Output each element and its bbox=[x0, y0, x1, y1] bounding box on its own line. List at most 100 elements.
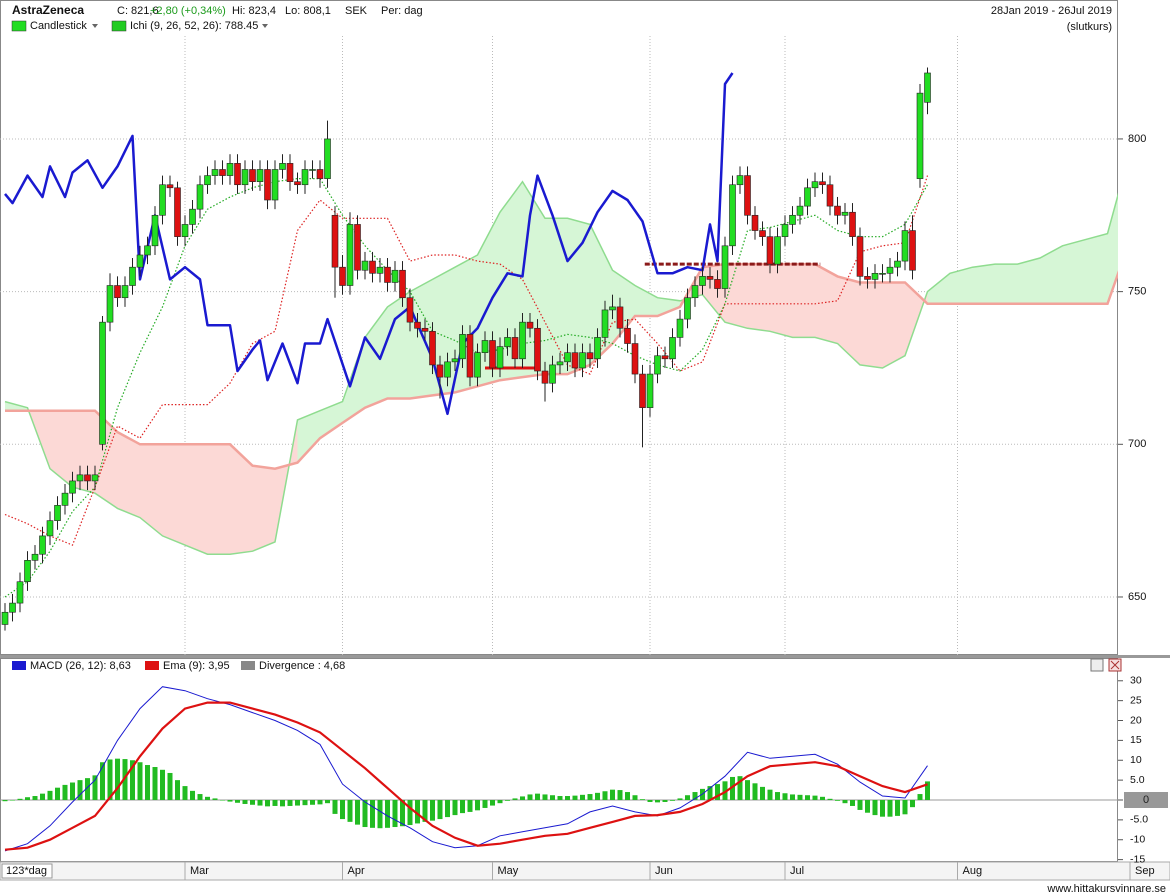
cloud-segment bbox=[905, 282, 928, 356]
candle-body bbox=[646, 373, 654, 408]
legend-label[interactable]: Candlestick bbox=[30, 20, 87, 32]
candle-body bbox=[181, 224, 189, 237]
candle-body bbox=[61, 492, 69, 506]
info-currency: SEK bbox=[345, 5, 368, 17]
candle-body bbox=[616, 306, 624, 329]
histogram-bar bbox=[2, 800, 8, 802]
candle-body bbox=[759, 230, 766, 237]
x-tick-label: Mar bbox=[190, 865, 209, 877]
histogram-bar bbox=[205, 796, 211, 800]
candle-body bbox=[121, 285, 129, 299]
histogram-bar bbox=[812, 795, 818, 800]
histogram-bar bbox=[355, 800, 361, 825]
legend-swatch[interactable] bbox=[111, 20, 127, 32]
histogram-bar bbox=[190, 790, 196, 800]
candle-body bbox=[811, 181, 819, 189]
x-tick-label: Jul bbox=[790, 865, 804, 877]
macd-plot bbox=[0, 686, 1118, 852]
candle-body bbox=[384, 266, 391, 283]
candle-body bbox=[834, 205, 841, 216]
period-label[interactable]: 123*dag bbox=[6, 865, 47, 877]
histogram-bar bbox=[752, 783, 758, 800]
histogram-bar bbox=[520, 796, 526, 800]
legend-label: MACD (26, 12): 8,63 bbox=[30, 660, 131, 672]
cloud-segment bbox=[1107, 195, 1118, 304]
x-tick-label: Sep bbox=[1135, 865, 1155, 877]
histogram-bar bbox=[370, 800, 376, 828]
histogram-bar bbox=[910, 800, 916, 808]
cloud-segment bbox=[500, 181, 523, 381]
candle-body bbox=[241, 169, 249, 186]
candle-body bbox=[249, 169, 256, 182]
candle-body bbox=[414, 321, 421, 329]
settings-button[interactable] bbox=[1090, 658, 1104, 672]
x-tick-label: Apr bbox=[348, 865, 365, 877]
cloud-segment bbox=[207, 444, 230, 555]
candle-body bbox=[699, 276, 706, 286]
histogram-bar bbox=[497, 800, 503, 804]
candle-body bbox=[564, 352, 571, 363]
candle-body bbox=[886, 266, 894, 274]
candle-body bbox=[391, 269, 399, 283]
candle-body bbox=[504, 337, 511, 347]
histogram-bar bbox=[310, 800, 316, 805]
histogram-bar bbox=[565, 796, 571, 800]
candle-body bbox=[819, 181, 826, 186]
histogram-bar bbox=[610, 789, 616, 800]
tenkan-line bbox=[4, 178, 929, 598]
dropdown-arrow[interactable] bbox=[262, 24, 268, 28]
candle-body bbox=[369, 260, 376, 274]
candle-body bbox=[594, 337, 601, 360]
histogram-bar bbox=[295, 800, 301, 806]
legend-swatch[interactable] bbox=[11, 20, 27, 32]
candle-body bbox=[106, 285, 114, 323]
candle-body bbox=[489, 340, 496, 369]
candle-body bbox=[226, 163, 234, 176]
cloud-segment bbox=[950, 267, 973, 304]
candle-body bbox=[429, 331, 436, 366]
histogram-bar bbox=[730, 776, 736, 800]
candle-body bbox=[9, 602, 16, 613]
cloud-segment bbox=[140, 444, 163, 536]
histogram-bar bbox=[722, 781, 728, 800]
candle-body bbox=[879, 272, 886, 275]
period-box[interactable] bbox=[1, 863, 53, 879]
histogram-bar bbox=[602, 791, 608, 800]
legend-label[interactable]: Ichi (9, 26, 52, 26): 788.45 bbox=[130, 20, 258, 32]
candle-body bbox=[234, 163, 241, 186]
candle-body bbox=[69, 480, 76, 494]
candle-body bbox=[894, 260, 901, 268]
histogram-bar bbox=[385, 800, 391, 828]
histogram-bar bbox=[647, 800, 653, 802]
candle-body bbox=[1, 611, 9, 625]
candle-body bbox=[309, 169, 316, 171]
histogram-bar bbox=[70, 782, 76, 800]
candle-body bbox=[16, 581, 24, 604]
candle-body bbox=[84, 474, 91, 482]
histogram-bar bbox=[107, 759, 113, 800]
candle-body bbox=[511, 337, 519, 360]
histogram-bar bbox=[77, 780, 83, 800]
candle-body bbox=[91, 474, 99, 482]
cloud-segment bbox=[432, 267, 455, 396]
histogram-bar bbox=[137, 762, 143, 800]
histogram-bar bbox=[887, 800, 893, 817]
candle-body bbox=[376, 266, 384, 274]
candle-body bbox=[721, 245, 729, 289]
histogram-bar bbox=[745, 780, 751, 800]
cloud-segment bbox=[882, 282, 905, 368]
candle-body bbox=[136, 254, 144, 268]
histogram-bar bbox=[250, 800, 256, 805]
histogram-bar bbox=[55, 787, 61, 800]
cloud-segment bbox=[230, 444, 253, 555]
y-tick-label: -10 bbox=[1130, 834, 1145, 846]
histogram-bar bbox=[505, 800, 511, 801]
candle-body bbox=[609, 306, 616, 311]
candle-body bbox=[826, 184, 834, 207]
candle-body bbox=[496, 346, 504, 369]
candle-body bbox=[196, 184, 204, 210]
histogram-bar bbox=[242, 800, 248, 804]
dropdown-arrow[interactable] bbox=[92, 24, 98, 28]
cloud-segment bbox=[837, 276, 860, 365]
candle-body bbox=[436, 364, 444, 378]
